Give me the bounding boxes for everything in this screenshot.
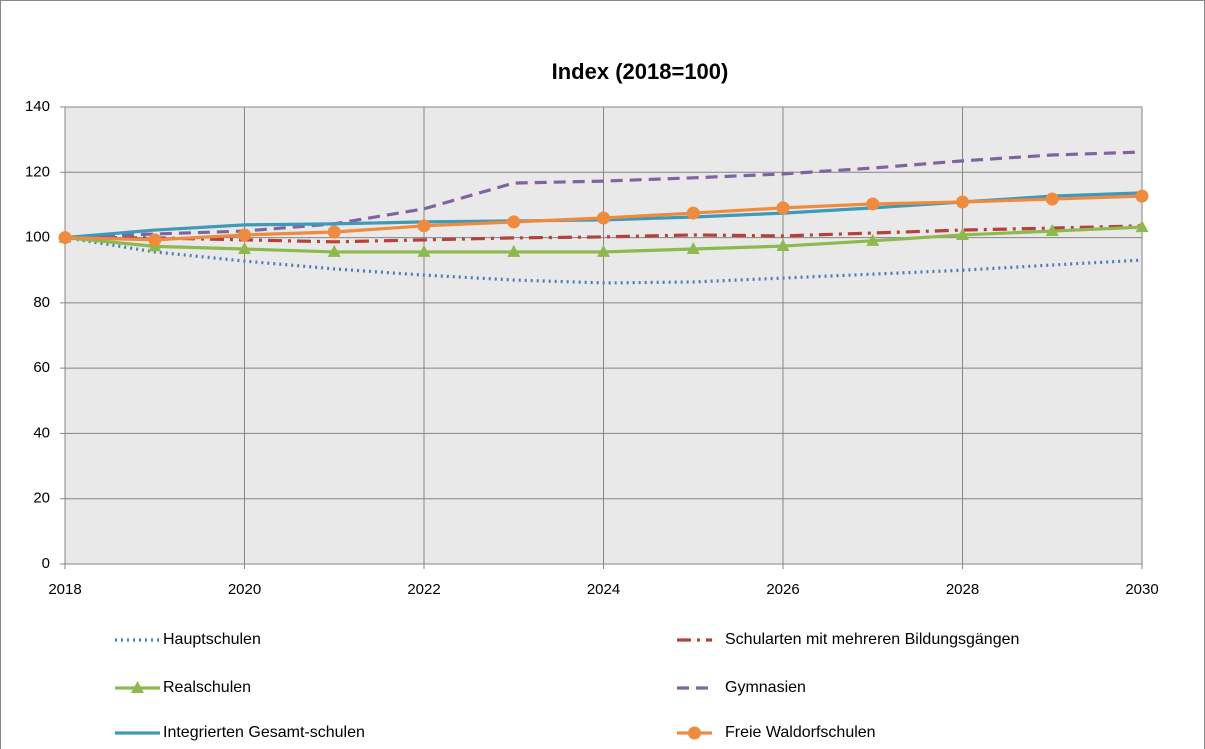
data-point: [956, 195, 969, 209]
data-point: [686, 206, 700, 220]
data-point: [866, 233, 880, 246]
x-tick-label: 2020: [228, 581, 261, 598]
x-tick-label: 2024: [587, 581, 620, 598]
chart-title: Index (2018=100): [552, 59, 729, 84]
x-tick-label: 2018: [48, 581, 81, 598]
y-tick-label: 60: [33, 359, 50, 376]
data-point: [1135, 220, 1149, 233]
data-point: [327, 244, 341, 257]
data-point: [776, 201, 790, 215]
x-tick-label: 2026: [766, 581, 799, 598]
y-tick-label: 120: [25, 163, 50, 180]
data-point: [597, 211, 610, 225]
data-point: [507, 215, 521, 229]
data-point: [866, 197, 880, 211]
data-point: [1045, 224, 1059, 237]
y-tick-label: 80: [33, 294, 50, 311]
data-point: [58, 231, 72, 245]
legend-label: Integrierten Gesamt-schulen: [163, 724, 365, 741]
y-tick-label: 140: [25, 98, 50, 115]
data-point: [327, 225, 341, 239]
data-point: [417, 219, 431, 233]
data-point: [1045, 192, 1059, 206]
legend-label: Gymnasien: [725, 679, 806, 696]
data-point: [417, 244, 431, 257]
legend-label: Hauptschulen: [163, 631, 261, 648]
y-tick-label: 40: [33, 424, 50, 441]
legend-label: Realschulen: [163, 679, 251, 696]
data-point: [956, 227, 969, 240]
legend-label: Schularten mit mehreren Bildungsgängen: [725, 631, 1019, 648]
x-tick-label: 2028: [946, 581, 979, 598]
data-point: [686, 241, 700, 254]
data-point: [238, 228, 251, 242]
data-point: [507, 244, 521, 257]
data-point: [1135, 189, 1149, 203]
data-point: [238, 241, 251, 254]
data-point: [776, 239, 790, 252]
x-tick-label: 2030: [1125, 581, 1158, 598]
series-line: [64, 235, 1143, 285]
legend-marker: [131, 681, 144, 693]
x-tick-label: 2022: [407, 581, 440, 598]
legend-marker: [688, 726, 701, 740]
y-tick-label: 0: [42, 555, 50, 572]
data-point: [597, 244, 610, 257]
y-tick-label: 100: [25, 229, 50, 246]
legend-label: Freie Waldorfschulen: [725, 724, 876, 741]
y-tick-label: 20: [33, 490, 50, 507]
data-point: [148, 233, 162, 247]
